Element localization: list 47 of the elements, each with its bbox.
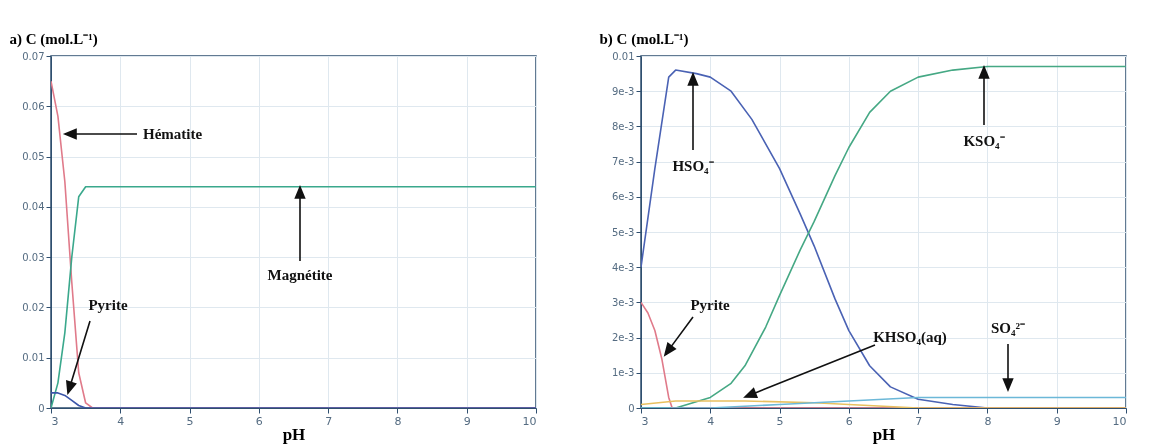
x-tick-label: 3 xyxy=(641,414,649,428)
y-tick-label: 0.01 xyxy=(612,50,635,62)
y-tick-label: 7e-3 xyxy=(612,156,635,168)
y-tick-label: 0.02 xyxy=(22,301,45,313)
annotation: Pyrite xyxy=(88,297,128,313)
x-tick-label: 8 xyxy=(394,414,402,428)
x-tick-label: 4 xyxy=(707,414,715,428)
y-tick-label: 0.01 xyxy=(22,352,45,364)
y-tick-label: 0 xyxy=(38,402,45,414)
y-tick-label: 9e-3 xyxy=(612,85,635,97)
y-tick-label: 0.04 xyxy=(22,201,45,213)
annotation: Magnétite xyxy=(267,267,333,283)
x-axis-title: pH xyxy=(282,424,306,444)
annotation: Pyrite xyxy=(690,297,730,313)
annotation: HSO₄⁻ xyxy=(672,158,714,174)
annotation: KSO₄⁻ xyxy=(963,133,1005,149)
x-tick-label: 5 xyxy=(186,414,194,428)
x-tick-label: 7 xyxy=(325,414,333,428)
x-tick-label: 6 xyxy=(845,414,853,428)
y-tick-label: 8e-3 xyxy=(612,120,635,132)
annotation: KHSO₄(aq) xyxy=(873,329,947,346)
y-tick-label: 1e-3 xyxy=(612,367,635,379)
y-tick-label: 6e-3 xyxy=(612,191,635,203)
y-tick-label: 0.05 xyxy=(22,151,45,163)
x-tick-label: 7 xyxy=(915,414,923,428)
x-tick-label: 10 xyxy=(522,414,537,428)
y-axis-title: b) C (mol.L⁻¹) xyxy=(599,30,689,48)
y-tick-label: 0.06 xyxy=(22,100,45,112)
x-tick-label: 6 xyxy=(255,414,263,428)
x-tick-label: 9 xyxy=(463,414,471,428)
y-tick-label: 4e-3 xyxy=(612,261,635,273)
x-tick-label: 4 xyxy=(117,414,125,428)
x-tick-label: 5 xyxy=(776,414,784,428)
x-tick-label: 8 xyxy=(984,414,992,428)
x-tick-label: 10 xyxy=(1112,414,1127,428)
x-tick-label: 9 xyxy=(1053,414,1061,428)
y-tick-label: 3e-3 xyxy=(612,296,635,308)
x-axis-title: pH xyxy=(872,424,896,444)
y-tick-label: 5e-3 xyxy=(612,226,635,238)
y-tick-label: 0.07 xyxy=(22,50,45,62)
y-tick-label: 0 xyxy=(628,402,635,414)
annotation: SO₄²⁻ xyxy=(990,320,1026,336)
y-axis-title: a) C (mol.L⁻¹) xyxy=(9,30,98,48)
y-tick-label: 2e-3 xyxy=(612,332,635,344)
y-tick-label: 0.03 xyxy=(22,251,45,263)
annotation: Hématite xyxy=(143,126,203,142)
x-tick-label: 3 xyxy=(51,414,59,428)
